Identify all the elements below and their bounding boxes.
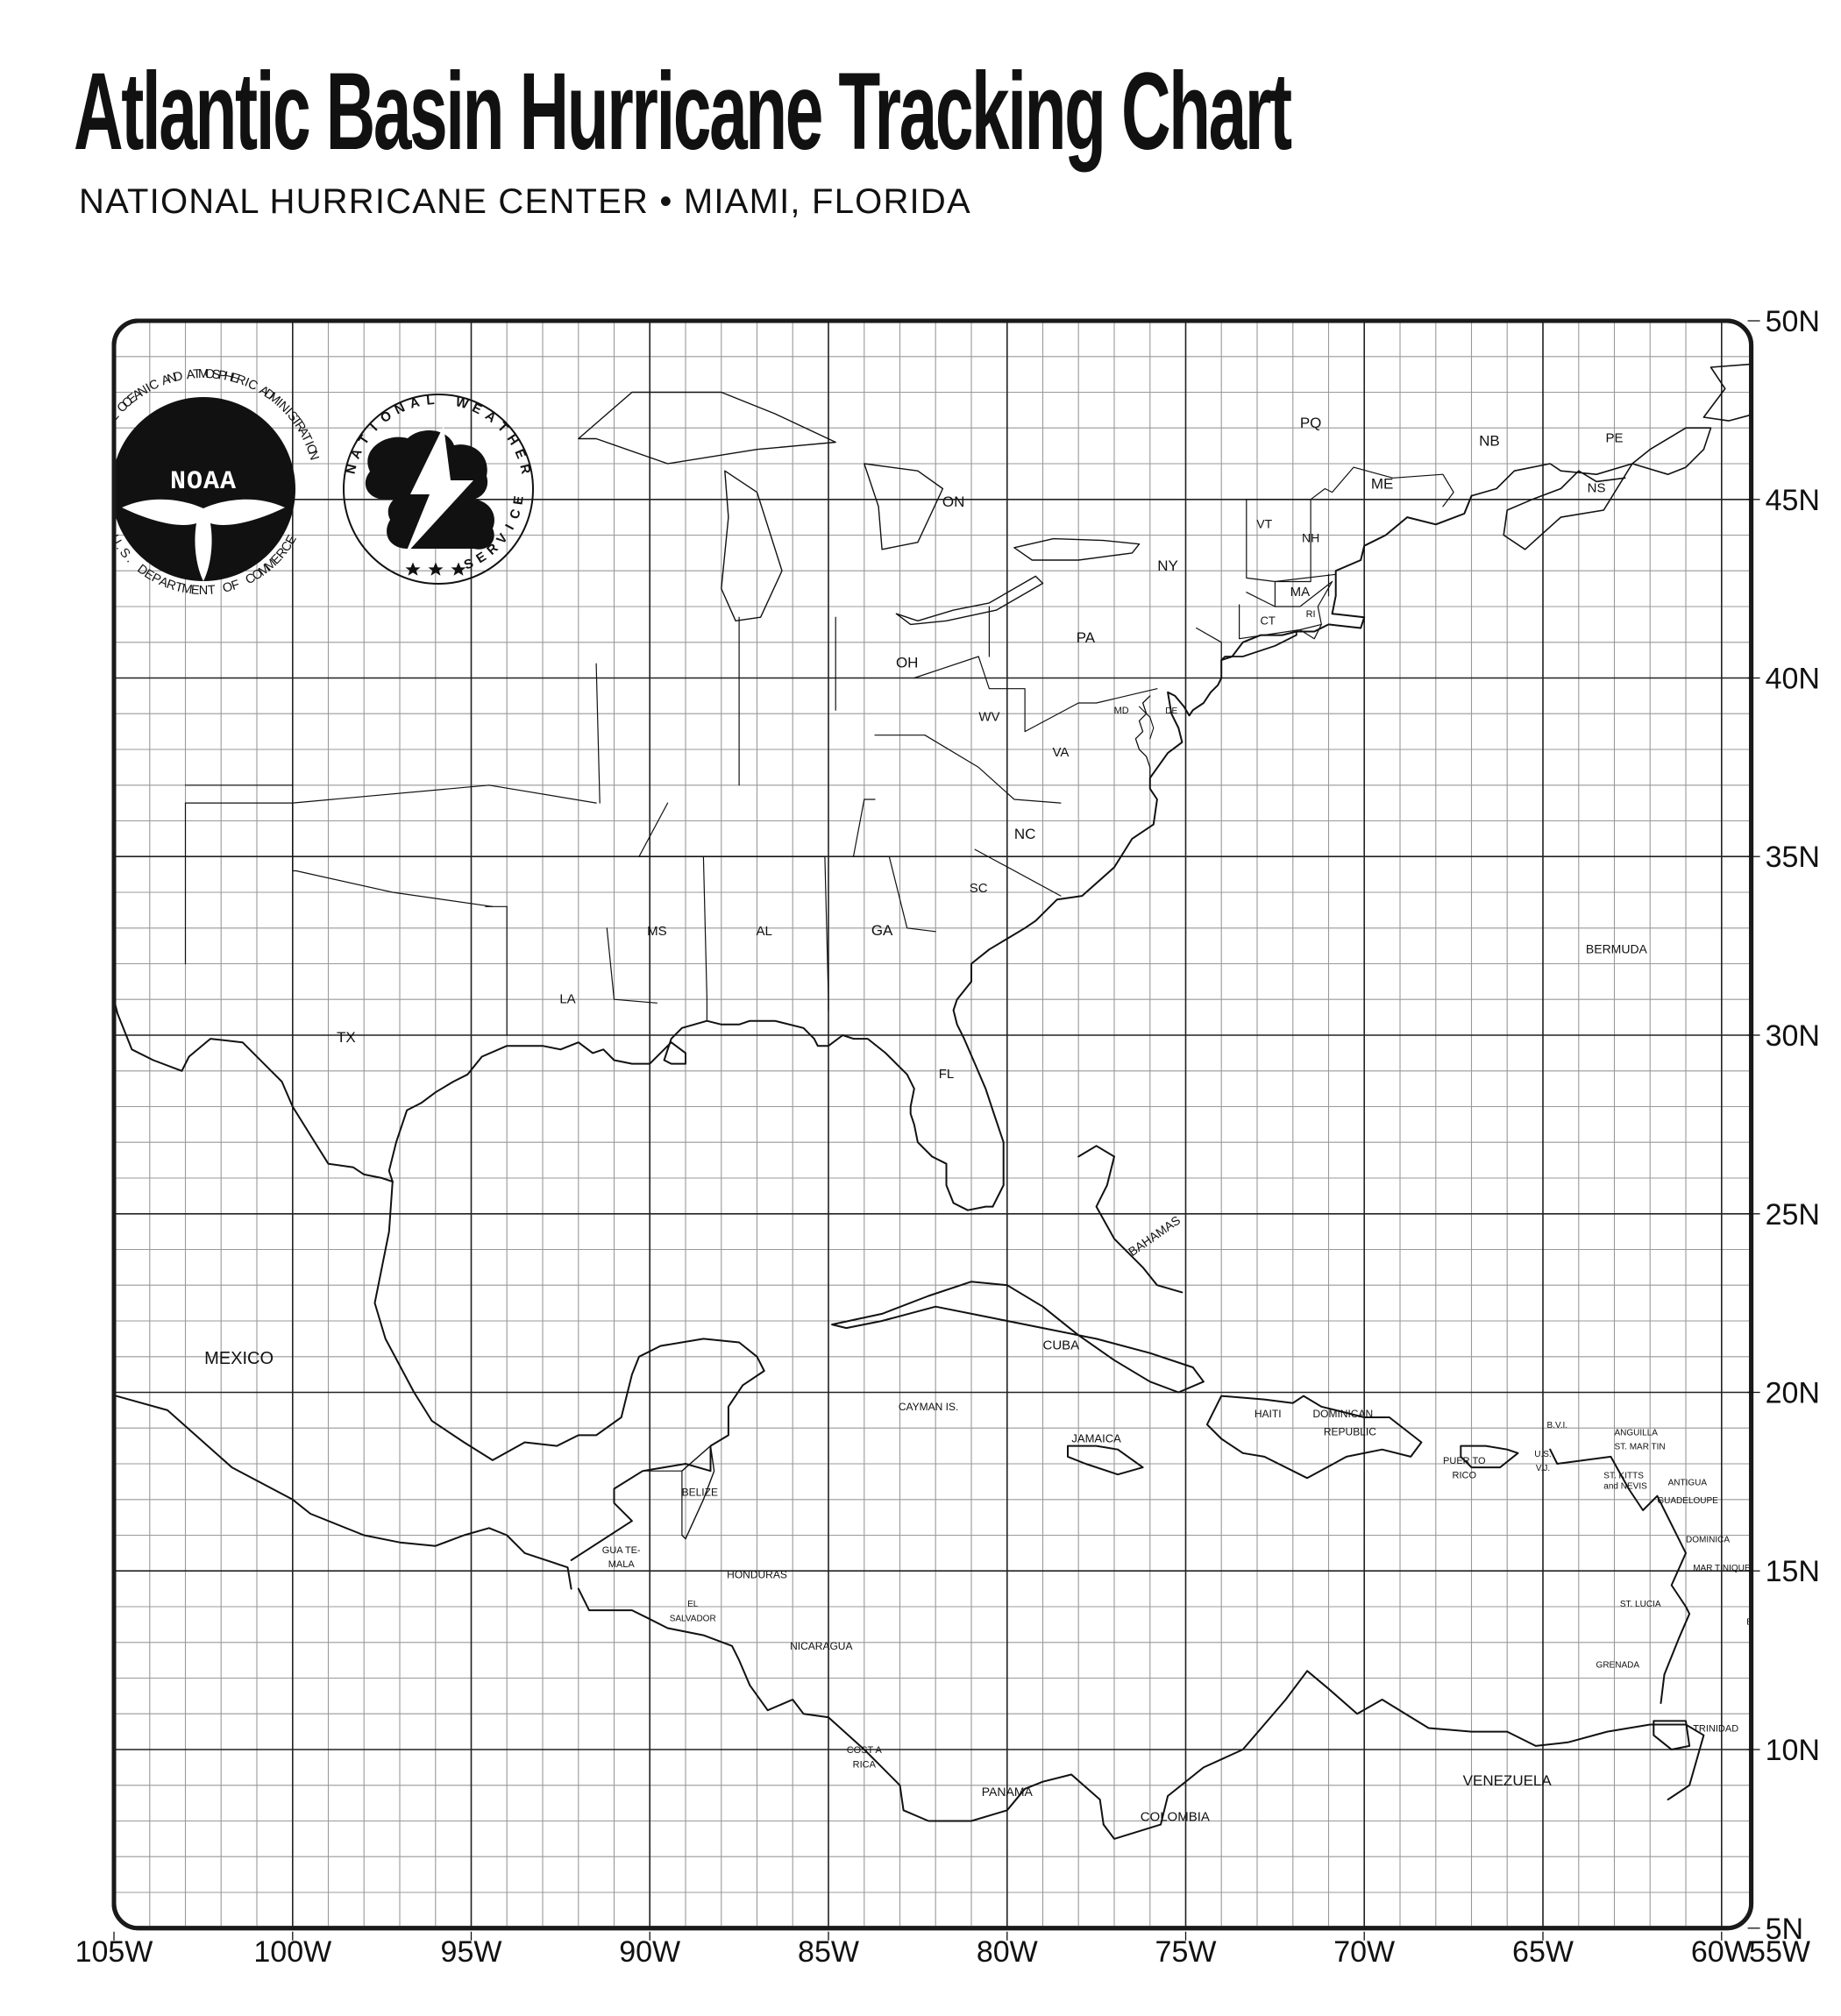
svg-text:NS: NS	[1588, 481, 1606, 496]
svg-text:TX: TX	[337, 1029, 356, 1046]
svg-text:100W: 100W	[253, 1935, 331, 1969]
svg-text:70W: 70W	[1333, 1935, 1395, 1969]
svg-text:NY: NY	[1157, 557, 1178, 574]
svg-text:50N: 50N	[1766, 305, 1820, 338]
svg-text:PQ: PQ	[1300, 415, 1322, 431]
svg-text:LA: LA	[559, 991, 575, 1006]
svg-text:ME: ME	[1371, 476, 1394, 493]
svg-text:15N: 15N	[1766, 1555, 1820, 1588]
svg-text:BELIZE: BELIZE	[682, 1487, 718, 1499]
svg-text:EL: EL	[687, 1600, 699, 1609]
svg-text:SC: SC	[970, 881, 988, 896]
svg-text:DOMINICAN: DOMINICAN	[1312, 1408, 1373, 1420]
svg-text:T: T	[90, 437, 106, 451]
svg-text:CUBA: CUBA	[1043, 1338, 1080, 1353]
svg-text:BERMUDA: BERMUDA	[1586, 941, 1648, 955]
svg-text:RI: RI	[1306, 609, 1316, 620]
svg-text:MD: MD	[1114, 706, 1129, 716]
svg-text:FL: FL	[939, 1067, 955, 1082]
svg-text:T: T	[207, 583, 216, 598]
svg-text:VT: VT	[1256, 516, 1272, 530]
svg-text:20N: 20N	[1766, 1377, 1820, 1410]
svg-text:40N: 40N	[1766, 663, 1820, 696]
svg-text:GRENADA: GRENADA	[1596, 1660, 1640, 1670]
svg-text:VENEZUELA: VENEZUELA	[1463, 1772, 1553, 1789]
svg-text:65W: 65W	[1512, 1935, 1574, 1969]
svg-text:DOMINICA: DOMINICA	[1686, 1536, 1730, 1545]
svg-text:CT: CT	[1261, 614, 1276, 627]
svg-text:MALA: MALA	[608, 1559, 636, 1570]
svg-text:V.J.: V.J.	[1536, 1464, 1550, 1473]
svg-text:105W: 105W	[75, 1935, 153, 1969]
svg-text:I: I	[94, 433, 108, 443]
svg-text:GA: GA	[871, 922, 893, 939]
svg-text:HONDURAS: HONDURAS	[727, 1568, 787, 1580]
svg-text:REPUBLIC: REPUBLIC	[1324, 1425, 1376, 1437]
svg-text:90W: 90W	[619, 1935, 680, 1969]
svg-text:U.S.: U.S.	[1534, 1450, 1551, 1459]
svg-text:PA: PA	[1077, 629, 1096, 646]
svg-text:DE: DE	[1165, 706, 1177, 716]
svg-text:B.V.I.: B.V.I.	[1547, 1421, 1568, 1430]
svg-text:VA: VA	[1052, 745, 1069, 760]
svg-text:25N: 25N	[1766, 1198, 1820, 1232]
svg-text:10N: 10N	[1766, 1734, 1820, 1767]
svg-text:ON: ON	[942, 493, 965, 510]
svg-text:COLOMBIA: COLOMBIA	[1141, 1810, 1210, 1825]
svg-text:85W: 85W	[798, 1935, 859, 1969]
svg-text:ANGUILLA: ANGUILLA	[1615, 1428, 1659, 1437]
svg-text:N: N	[86, 449, 102, 462]
svg-text:ST. LUCIA: ST. LUCIA	[1620, 1600, 1661, 1609]
svg-text:NH: NH	[1302, 531, 1319, 545]
svg-text:60W: 60W	[1691, 1935, 1752, 1969]
svg-text:PANAMA: PANAMA	[982, 1785, 1034, 1799]
svg-text:RICO: RICO	[1453, 1470, 1477, 1480]
svg-text:35N: 35N	[1766, 841, 1820, 874]
svg-text:SALVADOR: SALVADOR	[670, 1614, 716, 1623]
svg-text:MA: MA	[1290, 585, 1311, 600]
svg-text:JAMAICA: JAMAICA	[1071, 1432, 1121, 1445]
svg-text:MEXICO: MEXICO	[204, 1349, 274, 1368]
svg-text:HAITI: HAITI	[1255, 1408, 1282, 1420]
svg-text:95W: 95W	[441, 1935, 502, 1969]
svg-text:NICARAGUA: NICARAGUA	[790, 1640, 852, 1652]
svg-text:NB: NB	[1479, 433, 1500, 450]
svg-text:MS: MS	[647, 924, 667, 939]
svg-text:and NEVIS: and NEVIS	[1603, 1482, 1647, 1492]
svg-text:COST A: COST A	[847, 1745, 883, 1756]
svg-text:ST. KITTS: ST. KITTS	[1603, 1471, 1644, 1480]
svg-text:A: A	[88, 443, 103, 456]
svg-text:NF: NF	[1819, 380, 1839, 396]
svg-text:75W: 75W	[1155, 1935, 1217, 1969]
svg-text:80W: 80W	[977, 1935, 1038, 1969]
svg-text:5N: 5N	[1766, 1913, 1803, 1946]
svg-text:PUER TO: PUER TO	[1443, 1456, 1486, 1466]
svg-text:MAR TINIQUE: MAR TINIQUE	[1693, 1564, 1751, 1573]
svg-text:45N: 45N	[1766, 484, 1820, 517]
svg-text:NC: NC	[1014, 826, 1036, 842]
svg-text:GUA TE-: GUA TE-	[602, 1545, 641, 1556]
svg-text:GUADELOUPE: GUADELOUPE	[1657, 1496, 1718, 1506]
svg-text:WV: WV	[978, 709, 999, 724]
svg-text:OH: OH	[896, 654, 919, 671]
svg-text:30N: 30N	[1766, 1019, 1820, 1053]
svg-text:AL: AL	[757, 924, 772, 939]
svg-text:ST. MAR TIN: ST. MAR TIN	[1615, 1443, 1666, 1452]
svg-text:L: L	[426, 393, 436, 408]
svg-text:BARBADOS: BARBADOS	[1746, 1617, 1795, 1627]
svg-text:PE: PE	[1605, 431, 1623, 446]
svg-text:TRINIDAD: TRINIDAD	[1693, 1724, 1738, 1735]
svg-text:CAYMAN IS.: CAYMAN IS.	[899, 1401, 958, 1413]
svg-text:ANTIGUA: ANTIGUA	[1668, 1479, 1708, 1488]
svg-text:O: O	[95, 424, 111, 440]
svg-text:RICA: RICA	[853, 1759, 877, 1770]
svg-text:NOAA: NOAA	[170, 467, 237, 497]
